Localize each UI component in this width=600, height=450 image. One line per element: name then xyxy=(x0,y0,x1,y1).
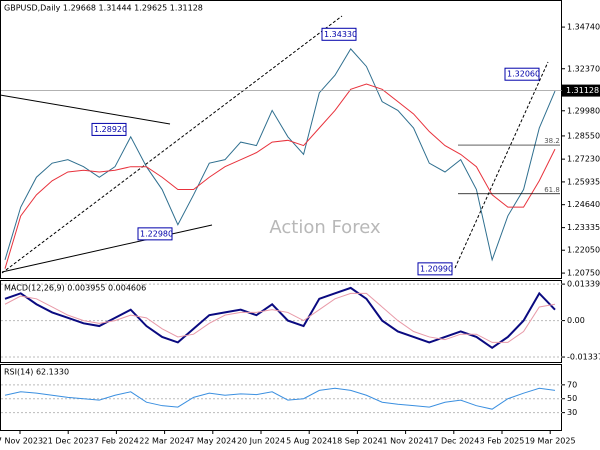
price-annotation: 1.28920 xyxy=(94,125,127,134)
y-tick-label: 1.29980 xyxy=(567,106,600,115)
y-tick-label: 50 xyxy=(567,394,577,403)
y-tick-label: 1.34740 xyxy=(567,23,600,32)
panel-title: MACD(12,26,9) 0.003955 0.004606 xyxy=(4,284,146,293)
fib-level-label: 38.2 xyxy=(544,137,560,145)
y-tick-label: 1.25935 xyxy=(567,177,600,186)
price-panel xyxy=(0,0,562,279)
y-tick-label: 1.23335 xyxy=(567,223,600,232)
y-tick-label: 0.00 xyxy=(567,316,585,325)
y-tick-label: 1.24640 xyxy=(567,200,600,209)
fib-level-label: 61.8 xyxy=(544,186,560,194)
x-tick-label: 18 Sep 2024 xyxy=(332,437,383,446)
series-line xyxy=(4,48,556,262)
x-tick-label: 7 Nov 2023 xyxy=(0,437,43,446)
series-line xyxy=(4,83,556,269)
price-annotation-box xyxy=(91,122,127,136)
x-tick-label: 19 Mar 2025 xyxy=(525,437,576,446)
price-annotation: 1.20990 xyxy=(420,264,453,273)
price-annotation: 1.32060 xyxy=(507,70,540,79)
price-annotation-box xyxy=(417,262,453,276)
x-tick-label: 7 Feb 2024 xyxy=(94,437,139,446)
x-tick-label: 22 Mar 2024 xyxy=(139,437,190,446)
x-tick-label: 3 Feb 2025 xyxy=(480,437,525,446)
price-annotation-box xyxy=(504,67,540,81)
price-annotation-box xyxy=(321,27,357,41)
y-tick-label: 1.32370 xyxy=(567,64,600,73)
x-tick-label: 17 Dec 2024 xyxy=(428,437,479,446)
fib-line xyxy=(454,61,549,269)
x-tick-label: 5 Aug 2024 xyxy=(286,437,332,446)
trend-line xyxy=(0,94,171,125)
series-line xyxy=(4,387,556,410)
trend-line xyxy=(1,224,213,273)
x-tick-label: 20 Jun 2024 xyxy=(237,437,285,446)
last-price-label: 1.31128 xyxy=(566,86,599,95)
price-annotation-box xyxy=(137,227,173,241)
series-line xyxy=(4,292,556,343)
y-tick-label: 1.22050 xyxy=(567,246,600,255)
price-annotation: 1.22980 xyxy=(140,229,173,238)
fib-line xyxy=(1,15,343,274)
panel-title: GBPUSD,Daily 1.29668 1.31444 1.29625 1.3… xyxy=(4,4,203,13)
y-tick-label: 70 xyxy=(567,380,577,389)
series-line xyxy=(4,286,556,350)
y-tick-label: 1.20750 xyxy=(567,269,600,278)
rsi-panel xyxy=(0,364,562,431)
x-tick-label: 1 Nov 2024 xyxy=(383,437,429,446)
panel-title: RSI(14) 62.1330 xyxy=(4,368,69,377)
y-tick-label: 1.28550 xyxy=(567,131,600,140)
y-tick-label: 0.013392 xyxy=(567,280,600,289)
x-tick-label: 7 May 2024 xyxy=(189,437,236,446)
price-annotation: 1.34330 xyxy=(324,30,357,39)
watermark: Action Forex xyxy=(269,217,381,238)
x-tick-label: 21 Dec 2023 xyxy=(43,437,94,446)
last-price-box xyxy=(562,84,600,97)
y-tick-label: 1.27230 xyxy=(567,155,600,164)
y-tick-label: -0.013378 xyxy=(567,353,600,362)
macd-panel xyxy=(0,280,562,363)
y-tick-label: 30 xyxy=(567,408,577,417)
